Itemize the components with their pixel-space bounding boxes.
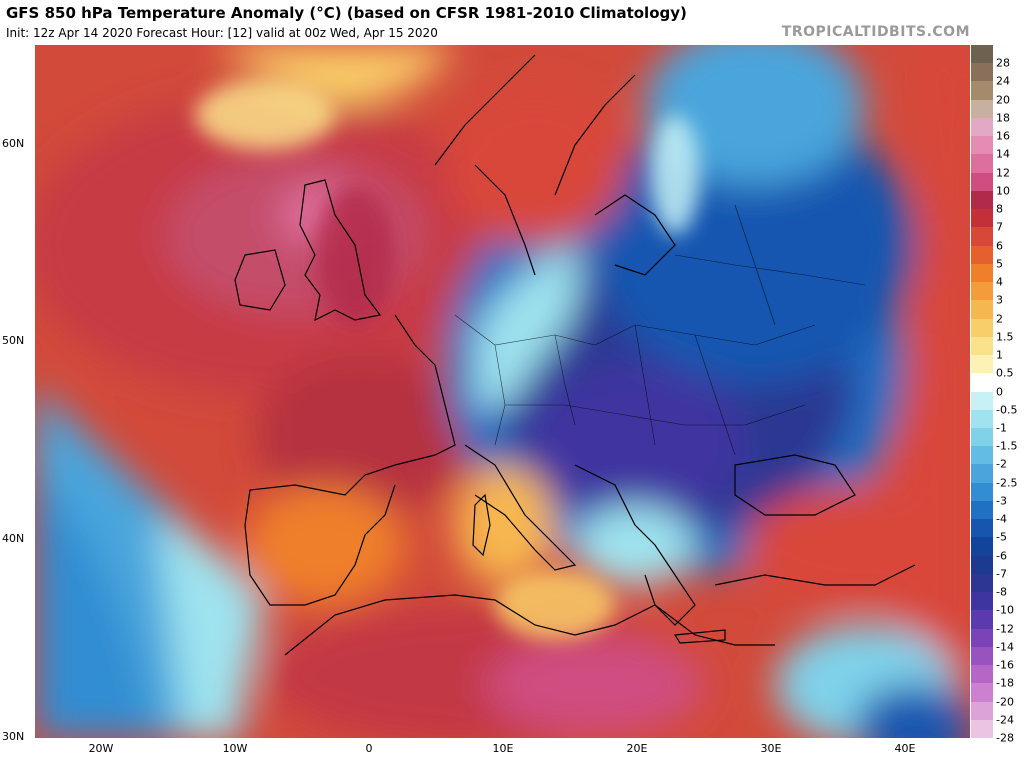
colorbar-label: 16 — [996, 129, 1010, 143]
colorbar-label: 3 — [996, 293, 1003, 307]
lon-label-30e: 30E — [760, 742, 782, 755]
colorbar-label: -24 — [996, 713, 1014, 727]
colorbar-swatch — [971, 537, 993, 557]
anomaly-field — [35, 45, 970, 738]
colorbar-label: 7 — [996, 220, 1003, 234]
colorbar-swatch — [971, 336, 993, 356]
lon-label-40e: 40E — [894, 742, 916, 755]
colorbar-swatch — [971, 172, 993, 192]
colorbar-label: -1.5 — [996, 439, 1018, 453]
colorbar-label: 28 — [996, 56, 1010, 70]
colorbar-label: -7 — [996, 567, 1007, 581]
colorbar-swatch — [971, 136, 993, 155]
colorbar-swatch — [971, 209, 993, 228]
colorbar-swatch — [971, 519, 993, 538]
colorbar-swatch — [971, 373, 993, 392]
colorbar-label: -0.5 — [996, 403, 1018, 417]
colorbar-swatch — [971, 154, 993, 174]
colorbar-label: 8 — [996, 202, 1003, 216]
colorbar-swatch — [971, 701, 993, 721]
lat-label-30n: 30N — [2, 730, 25, 743]
anomaly-map[interactable] — [35, 45, 970, 738]
country-borders — [454, 204, 866, 456]
colorbar-swatch — [971, 592, 993, 611]
colorbar-label: 1.5 — [996, 330, 1014, 344]
anomaly-detail — [195, 80, 700, 640]
chart-subtitle: Init: 12z Apr 14 2020 Forecast Hour: [12… — [6, 26, 438, 40]
colorbar-label: -4 — [996, 512, 1007, 526]
colorbar-swatch — [971, 409, 993, 429]
colorbar-label: 24 — [996, 74, 1010, 88]
coastlines — [234, 54, 916, 656]
colorbar-swatch — [971, 81, 993, 101]
colorbar-swatch — [971, 628, 993, 648]
colorbar-label: -10 — [996, 603, 1014, 617]
colorbar-swatch — [971, 227, 993, 247]
colorbar-label: -6 — [996, 549, 1007, 563]
colorbar-swatch — [971, 464, 993, 484]
lon-label-10w: 10W — [222, 742, 248, 755]
colorbar-label: -20 — [996, 695, 1014, 709]
lon-label-0: 0 — [365, 742, 373, 755]
colorbar-label: 18 — [996, 111, 1010, 125]
colorbar-label: 5 — [996, 257, 1003, 271]
colorbar — [971, 45, 993, 739]
colorbar-label: -12 — [996, 622, 1014, 636]
colorbar-label: -8 — [996, 585, 1007, 599]
anomaly-map-svg — [35, 45, 970, 738]
colorbar-swatch — [971, 355, 993, 374]
colorbar-label: 4 — [996, 275, 1003, 289]
colorbar-swatch — [971, 391, 993, 411]
colorbar-swatch — [971, 427, 993, 447]
colorbar-swatch — [971, 446, 993, 465]
colorbar-label: -28 — [996, 731, 1014, 745]
colorbar-label: 12 — [996, 166, 1010, 180]
colorbar-swatch — [971, 45, 993, 64]
colorbar-label: -5 — [996, 530, 1007, 544]
colorbar-swatch — [971, 665, 993, 684]
colorbar-swatch — [971, 318, 993, 338]
colorbar-swatch — [971, 646, 993, 666]
colorbar-label: -3 — [996, 494, 1007, 508]
colorbar-swatch — [971, 573, 993, 593]
colorbar-swatch — [971, 282, 993, 301]
colorbar-swatch — [971, 719, 993, 739]
colorbar-label: -16 — [996, 658, 1014, 672]
colorbar-swatch — [971, 610, 993, 630]
lon-label-10e: 10E — [492, 742, 514, 755]
colorbar-label: -14 — [996, 640, 1014, 654]
colorbar-label: 0 — [996, 385, 1003, 398]
colorbar-label: -18 — [996, 676, 1014, 690]
colorbar-swatch — [971, 63, 993, 82]
lon-label-20e: 20E — [626, 742, 648, 755]
source-watermark: TROPICALTIDBITS.COM — [781, 24, 970, 40]
colorbar-label: 10 — [996, 184, 1010, 198]
lon-label-20w: 20W — [88, 742, 114, 755]
colorbar-label: 14 — [996, 147, 1010, 161]
colorbar-label: -1 — [996, 421, 1007, 435]
colorbar-swatch — [971, 683, 993, 703]
lat-label-60n: 60N — [2, 137, 25, 150]
colorbar-swatch — [971, 245, 993, 265]
lat-label-40n: 40N — [2, 532, 25, 545]
colorbar-label: 0.5 — [996, 366, 1014, 380]
colorbar-swatch — [971, 555, 993, 575]
chart-title: GFS 850 hPa Temperature Anomaly (°C) (ba… — [6, 4, 687, 22]
colorbar-label: 1 — [996, 348, 1003, 362]
colorbar-swatch — [971, 500, 993, 520]
colorbar-label: 6 — [996, 239, 1003, 253]
colorbar-label: 2 — [996, 312, 1003, 326]
colorbar-label: 20 — [996, 93, 1010, 107]
lat-label-50n: 50N — [2, 334, 25, 347]
colorbar-label: -2 — [996, 457, 1007, 471]
colorbar-swatch — [971, 482, 993, 502]
colorbar-label: -2.5 — [996, 476, 1018, 490]
colorbar-swatch — [971, 190, 993, 210]
colorbar-swatch — [971, 263, 993, 283]
colorbar-swatch — [971, 117, 993, 137]
colorbar-swatch — [971, 99, 993, 119]
colorbar-swatch — [971, 300, 993, 320]
